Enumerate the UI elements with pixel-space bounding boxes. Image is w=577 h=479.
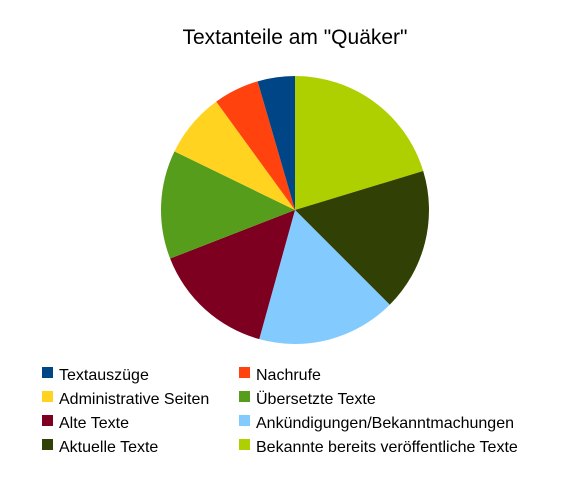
pie-slice	[295, 76, 424, 210]
legend: Textauszüge Nachrufe Administrative Seiten…	[42, 367, 518, 456]
pie-slice	[295, 171, 429, 305]
legend-label: Übersetzte Texte	[256, 390, 376, 408]
legend-swatch	[239, 367, 250, 378]
chart-title: Textanteile am "Quäker"	[182, 26, 407, 49]
pie-slices	[160, 76, 429, 344]
legend-label: Bekannte bereits veröffentliche Texte	[256, 439, 518, 456]
legend-label: Textauszüge	[59, 367, 149, 384]
pie-slice	[170, 210, 295, 340]
pie-slice	[160, 151, 295, 259]
legend-swatch	[239, 439, 250, 450]
pie-slice	[259, 210, 390, 344]
legend-swatch	[42, 439, 53, 450]
legend-label: Nachrufe	[256, 367, 321, 384]
legend-label: Aktuelle Texte	[59, 439, 158, 456]
legend-label: Alte Texte	[59, 415, 129, 432]
legend-label: Administrative Seiten	[59, 391, 209, 408]
pie-slice	[216, 81, 295, 210]
legend-swatch	[239, 391, 250, 402]
legend-swatch	[239, 415, 250, 426]
pie-slice	[257, 76, 295, 210]
legend-swatch	[42, 367, 53, 378]
legend-swatch	[42, 415, 53, 426]
legend-label: Ankündigungen/Bekanntmachungen	[256, 415, 514, 432]
legend-swatch	[42, 391, 53, 402]
pie-slice	[174, 101, 295, 210]
